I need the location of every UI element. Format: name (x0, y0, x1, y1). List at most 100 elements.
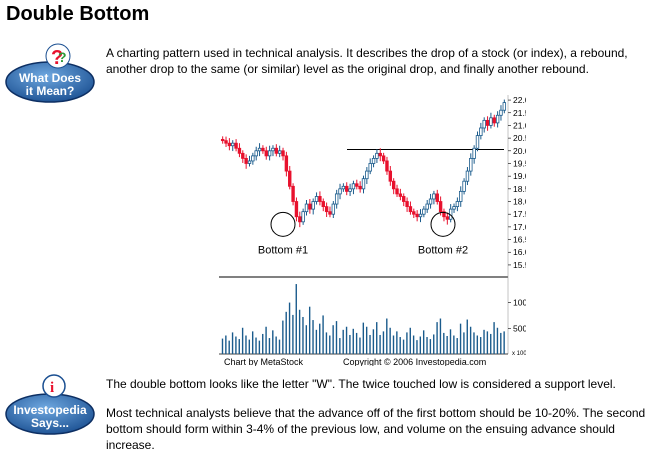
candle-body (355, 183, 359, 187)
candle-body (361, 178, 366, 190)
candle-body (345, 185, 349, 192)
candle-body (425, 203, 429, 210)
candle-body (267, 150, 272, 157)
candle-body (308, 203, 312, 210)
support-text: The double bottom looks like the letter … (106, 377, 616, 391)
candle-body (294, 201, 299, 218)
candle-body (378, 152, 382, 157)
price-tick-label: 15.5 (513, 260, 526, 270)
analysis-text: Most technical analysts believe that the… (106, 406, 646, 452)
candle-body (408, 206, 413, 213)
candle-body (462, 180, 466, 192)
candle-body (412, 211, 416, 215)
candle-body (391, 180, 396, 190)
candle-body (334, 193, 339, 205)
candle-body (375, 152, 379, 159)
candle-body (321, 201, 325, 207)
price-tick-label: 17.5 (513, 209, 526, 219)
candle-body (459, 190, 463, 202)
candle-body (274, 147, 279, 154)
candle-body (264, 150, 268, 157)
investopedia-says-badge: i Investopedia Says... (4, 372, 100, 436)
candle-body (388, 170, 393, 182)
candle-body (314, 196, 319, 202)
candle-body (472, 147, 476, 159)
question-mark-icon (45, 43, 71, 69)
double-bottom-chart: 22.0 21.5 21.0 20.5 20.0 19.5 19.0 18.5 18.0 17.5… (219, 95, 526, 366)
candle-body (281, 150, 285, 157)
candle-body (475, 135, 480, 149)
candle-body (365, 170, 369, 180)
candle-body (251, 155, 255, 162)
candle-body (244, 158, 248, 164)
volume-tick-label: 10000 (513, 298, 526, 308)
candle-body (227, 142, 232, 147)
price-tick-label: 17.0 (513, 222, 526, 232)
candle-body (318, 196, 322, 202)
chart-copyright: Copyright © 2006 Investopedia.com (343, 357, 486, 366)
candle-body (381, 155, 386, 162)
price-tick-label: 16.0 (513, 247, 526, 257)
candle-body (284, 155, 289, 172)
candle-body (231, 142, 235, 147)
candle-body (241, 152, 245, 159)
candle-body (324, 206, 329, 213)
candle-body (271, 147, 275, 152)
candle-body (452, 206, 456, 210)
definition-text: A charting pattern used in technical ana… (106, 46, 628, 76)
candle-body (465, 170, 470, 182)
candle-body (298, 216, 302, 223)
candle-body (261, 147, 265, 152)
svg-text:i: i (50, 380, 54, 396)
candle-body (247, 160, 252, 164)
badge-investo-line2: Says... (31, 416, 69, 430)
candle-body (254, 150, 258, 157)
candle-body (405, 201, 409, 207)
price-tick-label: 16.5 (513, 235, 526, 245)
candle-body (499, 109, 503, 116)
candle-body (422, 208, 426, 215)
candle-body (492, 117, 496, 124)
bottom-label: Bottom #2 (418, 244, 468, 256)
svg-text:?: ? (58, 49, 67, 65)
candle-body (368, 163, 372, 172)
candle-body (220, 138, 225, 142)
candle-body (277, 150, 282, 154)
candle-body (432, 193, 436, 200)
price-tick-label: 18.0 (513, 197, 526, 207)
candle-body (489, 117, 493, 126)
bottom-label: Bottom #1 (258, 244, 308, 256)
price-tick-label: 21.0 (513, 120, 526, 130)
investopedia-logo-icon (42, 374, 66, 398)
price-tick-label: 19.0 (513, 171, 526, 181)
candle-body (224, 140, 228, 144)
volume-unit-label: x 1000 (512, 351, 526, 357)
candle-body (341, 185, 346, 190)
candle-body (288, 170, 292, 187)
candle-body (311, 201, 315, 210)
candle-body (291, 185, 295, 202)
candle-body (418, 213, 423, 218)
page-title: Double Bottom (6, 3, 150, 25)
price-tick-label: 18.5 (513, 184, 526, 194)
candle-body (395, 188, 399, 195)
candle-body (358, 185, 362, 190)
price-tick-label: 20.0 (513, 146, 526, 156)
price-tick-label: 21.5 (513, 108, 526, 118)
candle-body (442, 211, 446, 218)
candle-body (455, 201, 460, 207)
badge-what-line2: it Mean? (26, 84, 75, 98)
candle-body (485, 119, 490, 126)
candle-body (338, 188, 342, 195)
badge-investo-line1: Investopedia (13, 403, 87, 417)
candle-body (234, 142, 238, 149)
candle-body (435, 193, 439, 202)
price-tick-label: 22.0 (513, 95, 526, 105)
candle-body (398, 193, 403, 197)
candle-body (469, 158, 473, 172)
price-tick-label: 20.5 (513, 133, 526, 143)
candle-body (402, 196, 406, 202)
what-does-it-mean-badge: ? ? What Does it Mean? (4, 42, 100, 104)
candle-body (371, 158, 376, 164)
candle-body (301, 211, 305, 223)
